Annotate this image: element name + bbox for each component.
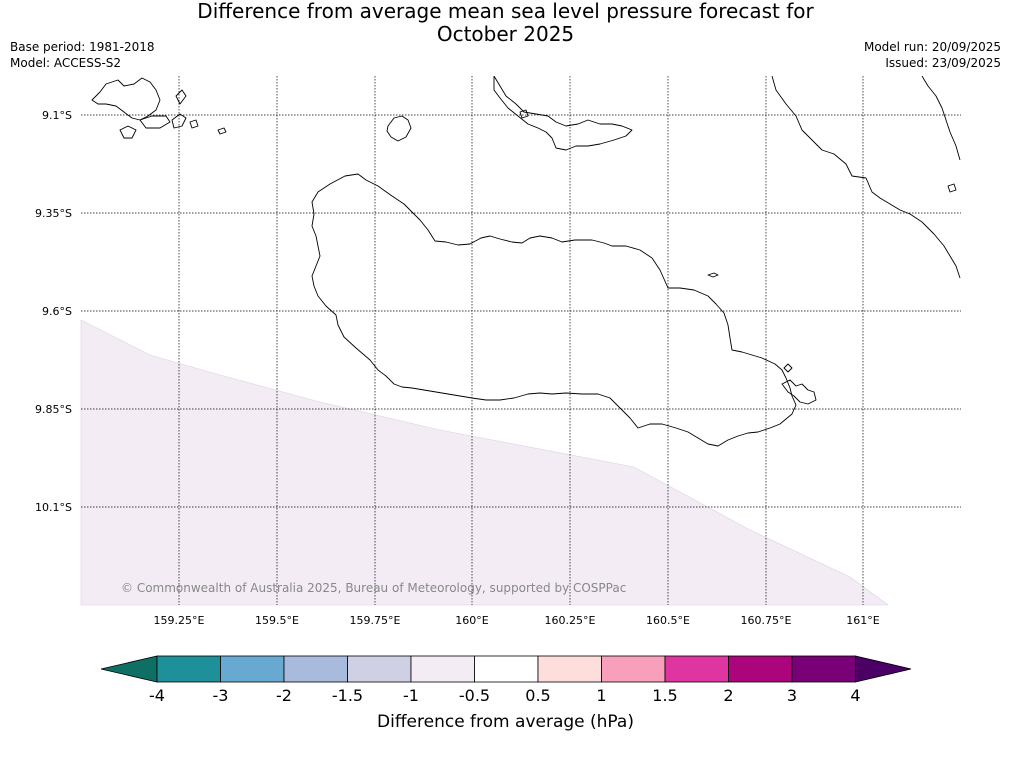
colorbar-tick-label: 0.5 xyxy=(525,686,550,705)
marau-islets-coastline xyxy=(781,379,817,405)
colorbar-swatch xyxy=(601,655,666,683)
colorbar-swatch xyxy=(791,655,856,683)
marau-islet-small xyxy=(783,363,793,373)
lon-tick-labels: 159.25°E 159.5°E 159.75°E 160°E 160.25°E… xyxy=(154,614,880,627)
lon-tick-label: 160°E xyxy=(455,614,488,627)
colorbar-swatch xyxy=(728,655,793,683)
title-line-1: Difference from average mean sea level p… xyxy=(197,0,814,23)
colorbar-tick-label: 3 xyxy=(787,686,797,705)
islet-coastline xyxy=(707,272,719,278)
russell-islands-coastline xyxy=(91,77,161,121)
colorbar-swatch xyxy=(537,655,602,683)
map-title: Difference from average mean sea level p… xyxy=(0,0,1011,46)
colorbar-tick-label: -1 xyxy=(403,686,419,705)
russell-islet-3 xyxy=(171,113,187,129)
model-run-text: Model run: 20/09/2025 xyxy=(863,40,1001,54)
florida-islet-1 xyxy=(519,109,529,119)
colorbar-tick-label: 1.5 xyxy=(652,686,677,705)
savo-island-coastline xyxy=(386,115,412,142)
base-period-text: Base period: 1981-2018 xyxy=(10,40,155,54)
meta-left: Base period: 1981-2018 Model: ACCESS-S2 xyxy=(10,39,155,71)
lon-tick-label: 160.75°E xyxy=(741,614,792,627)
lat-tick-labels: 9.1°S 9.35°S 9.6°S 9.85°S 10.1°S xyxy=(35,109,72,514)
model-text: Model: ACCESS-S2 xyxy=(10,56,122,70)
colorbar-tick-label: 4 xyxy=(850,686,860,705)
lon-tick-label: 160.5°E xyxy=(646,614,690,627)
russell-islet-4 xyxy=(175,89,187,105)
colorbar-tick-label: -2 xyxy=(276,686,292,705)
colorbar-swatch xyxy=(410,655,475,683)
anomaly-shaded-region xyxy=(80,319,889,606)
lat-tick-label: 9.6°S xyxy=(42,305,72,318)
colorbar-swatch xyxy=(220,655,285,683)
colorbar-swatch xyxy=(156,655,221,683)
malaita-east-coastline xyxy=(921,76,961,161)
lon-tick-label: 159.5°E xyxy=(255,614,299,627)
malaita-coastline xyxy=(771,76,961,279)
colorbar-extend-low xyxy=(100,655,158,683)
lat-tick-label: 10.1°S xyxy=(35,501,72,514)
florida-islands-coastline xyxy=(493,76,633,151)
guadalcanal-coastline xyxy=(311,173,797,447)
lon-tick-label: 159.25°E xyxy=(154,614,205,627)
russell-islet-1 xyxy=(119,125,137,139)
colorbar-swatch xyxy=(474,655,539,683)
malaita-islet-1 xyxy=(947,183,957,193)
colorbar-tick-label: -3 xyxy=(213,686,229,705)
copyright-text: © Commonwealth of Australia 2025, Bureau… xyxy=(121,581,626,595)
colorbar-tick-label: 2 xyxy=(723,686,733,705)
colorbar-tick-label: 1 xyxy=(596,686,606,705)
colorbar-label: Difference from average (hPa) xyxy=(377,712,634,732)
lat-tick-label: 9.1°S xyxy=(42,109,72,122)
colorbar-swatch xyxy=(347,655,412,683)
russell-islet-2 xyxy=(139,115,171,129)
colorbar-extend-high xyxy=(855,655,912,683)
colorbar-tick-label: -1.5 xyxy=(332,686,363,705)
colorbar-swatch xyxy=(283,655,348,683)
title-line-2: October 2025 xyxy=(436,22,575,46)
lon-tick-label: 161°E xyxy=(846,614,879,627)
russell-islet-6 xyxy=(217,127,227,135)
lat-tick-label: 9.35°S xyxy=(35,207,72,220)
graticule xyxy=(81,76,961,605)
meta-right: Model run: 20/09/2025 Issued: 23/09/2025 xyxy=(864,39,1001,71)
lon-tick-label: 160.25°E xyxy=(545,614,596,627)
colorbar-swatch xyxy=(664,655,729,683)
colorbar-tick-label: -4 xyxy=(149,686,165,705)
lat-tick-label: 9.85°S xyxy=(35,403,72,416)
lon-tick-label: 159.75°E xyxy=(350,614,401,627)
colorbar xyxy=(100,655,912,683)
colorbar-tick-label: -0.5 xyxy=(459,686,490,705)
russell-islet-5 xyxy=(189,119,199,129)
coastlines xyxy=(91,76,961,447)
issued-text: Issued: 23/09/2025 xyxy=(885,56,1001,70)
colorbar-tick-labels: -4 -3 -2 -1.5 -1 -0.5 0.5 1 1.5 2 3 4 xyxy=(149,686,861,705)
